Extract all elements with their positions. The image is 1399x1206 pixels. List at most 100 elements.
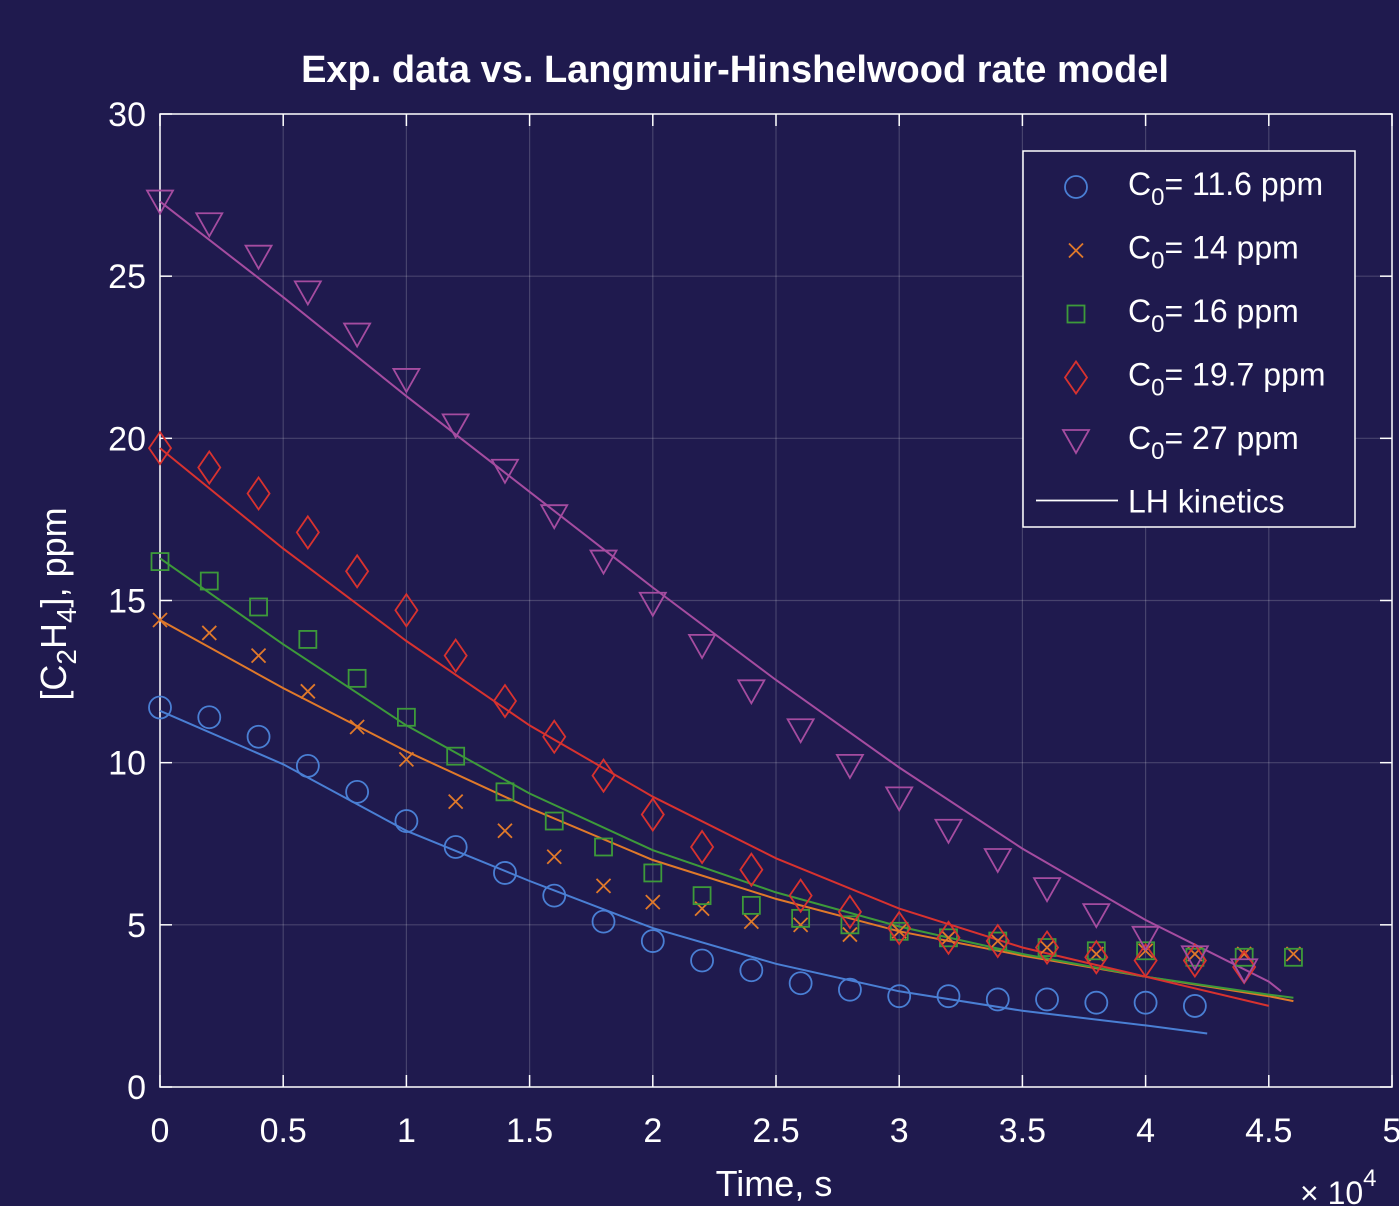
- data-point-s5: [293, 280, 323, 307]
- model-line-3: [159, 557, 1294, 999]
- data-point-s3: [741, 895, 761, 915]
- data-point-s4: [887, 910, 912, 946]
- data-point-s4: [394, 592, 419, 628]
- legend-marker-5: [1061, 429, 1091, 455]
- x-tick-label: 2.5: [752, 1112, 799, 1150]
- data-point-s4: [197, 449, 222, 486]
- data-point-s4: [640, 796, 665, 833]
- data-point-s2: [448, 793, 464, 810]
- legend-label-1: C0= 11.6 ppm: [1128, 166, 1323, 211]
- data-point-s3: [840, 915, 860, 935]
- legend-box: [1022, 150, 1356, 528]
- data-point-s4: [246, 475, 271, 512]
- data-point-s4: [492, 683, 518, 719]
- data-point-s4: [689, 829, 715, 865]
- data-point-s3: [446, 746, 466, 766]
- data-point-s1: [1182, 994, 1207, 1018]
- data-point-s5: [391, 368, 421, 394]
- legend-marker-4: [1063, 359, 1089, 396]
- data-point-s1: [493, 861, 517, 885]
- data-point-s1: [640, 929, 665, 953]
- y-axis-label-mid: H: [33, 623, 74, 649]
- data-point-s2: [300, 683, 316, 699]
- data-point-s2: [349, 719, 365, 735]
- data-point-s5: [342, 322, 372, 349]
- data-point-s4: [1133, 942, 1158, 979]
- data-point-s5: [786, 718, 816, 745]
- data-point-s2: [250, 648, 267, 664]
- data-point-s2: [1039, 939, 1055, 956]
- data-point-s3: [150, 552, 170, 571]
- data-point-s3: [791, 908, 811, 928]
- data-point-s1: [1133, 990, 1158, 1015]
- data-point-s5: [835, 754, 865, 780]
- data-point-s5: [441, 413, 471, 440]
- data-point-s3: [1234, 947, 1254, 967]
- ticks-layer: 0 0.5 1 1.5 2 2.5 3 3.5 4 4.5 5 0 5 10 15 20 25 30: [108, 96, 1399, 1150]
- data-point-s2: [940, 930, 957, 946]
- points-layer: [145, 189, 1303, 1018]
- x-tick-label: 3.5: [999, 1112, 1046, 1150]
- data-point-s1: [985, 987, 1010, 1012]
- data-point-s4: [542, 719, 567, 755]
- data-point-s1: [295, 754, 320, 778]
- y-tick-label: 20: [108, 420, 146, 458]
- data-point-s5: [687, 634, 717, 660]
- legend-marker-2: [1068, 242, 1084, 259]
- y-tick-label: 5: [127, 907, 146, 945]
- data-point-s3: [643, 863, 663, 883]
- data-point-s2: [842, 926, 858, 943]
- legend-marker-3: [1066, 304, 1086, 324]
- x-axis-label: Time, s: [716, 1163, 833, 1204]
- data-point-s3: [544, 811, 564, 831]
- x-tick-label: 1.5: [506, 1112, 553, 1150]
- data-point-s5: [194, 212, 224, 239]
- data-point-s4: [739, 852, 764, 888]
- data-point-s1: [690, 948, 714, 973]
- x-tick-label: 2: [643, 1112, 662, 1150]
- data-point-s2: [793, 917, 809, 933]
- legend: C0= 11.6 ppm C0= 14 ppm C0= 16 ppm C0= 19.7…: [1022, 150, 1356, 528]
- data-point-s3: [988, 931, 1008, 951]
- model-line-1: [159, 709, 1208, 1035]
- data-point-s1: [887, 984, 912, 1009]
- data-point-s1: [788, 971, 813, 996]
- data-point-s5: [145, 189, 175, 216]
- data-point-s1: [148, 695, 172, 720]
- legend-label-4: C0= 19.7 ppm: [1128, 357, 1325, 402]
- data-point-s2: [497, 823, 513, 839]
- data-point-s5: [1180, 945, 1210, 972]
- data-point-s4: [443, 638, 468, 674]
- data-point-s2: [398, 751, 415, 768]
- data-point-s5: [983, 848, 1013, 874]
- y-axis-label-sub1: 2: [51, 649, 82, 665]
- data-point-s1: [394, 809, 419, 833]
- data-point-s3: [939, 928, 958, 948]
- legend-model-label: LH kinetics: [1128, 484, 1285, 520]
- data-point-s3: [594, 837, 613, 857]
- data-point-s2: [201, 625, 217, 641]
- data-point-s4: [837, 894, 863, 930]
- data-point-s4: [295, 514, 320, 550]
- legend-marker-1: [1064, 175, 1088, 199]
- x-tick-label: 3: [890, 1112, 909, 1150]
- x-tick-label: 5: [1383, 1112, 1399, 1150]
- data-point-s5: [539, 504, 569, 531]
- x-exponent: × 104: [1300, 1165, 1377, 1206]
- y-axis-label-open: [C: [33, 665, 74, 701]
- data-point-s5: [1229, 958, 1259, 985]
- data-point-s4: [345, 553, 370, 589]
- y-axis-label-close: ], ppm: [33, 507, 74, 607]
- y-axis-label: [C2H4], ppm: [33, 507, 82, 700]
- data-point-s4: [936, 920, 961, 956]
- y-tick-label: 0: [127, 1069, 146, 1107]
- data-point-s3: [1284, 947, 1303, 967]
- data-point-s1: [345, 779, 370, 804]
- data-point-s3: [495, 782, 515, 802]
- x-tick-label: 0: [151, 1112, 170, 1150]
- data-point-s5: [490, 458, 520, 485]
- data-point-s3: [199, 571, 219, 591]
- legend-label-3: C0= 16 ppm: [1128, 293, 1299, 338]
- x-tick-label: 4: [1136, 1112, 1155, 1150]
